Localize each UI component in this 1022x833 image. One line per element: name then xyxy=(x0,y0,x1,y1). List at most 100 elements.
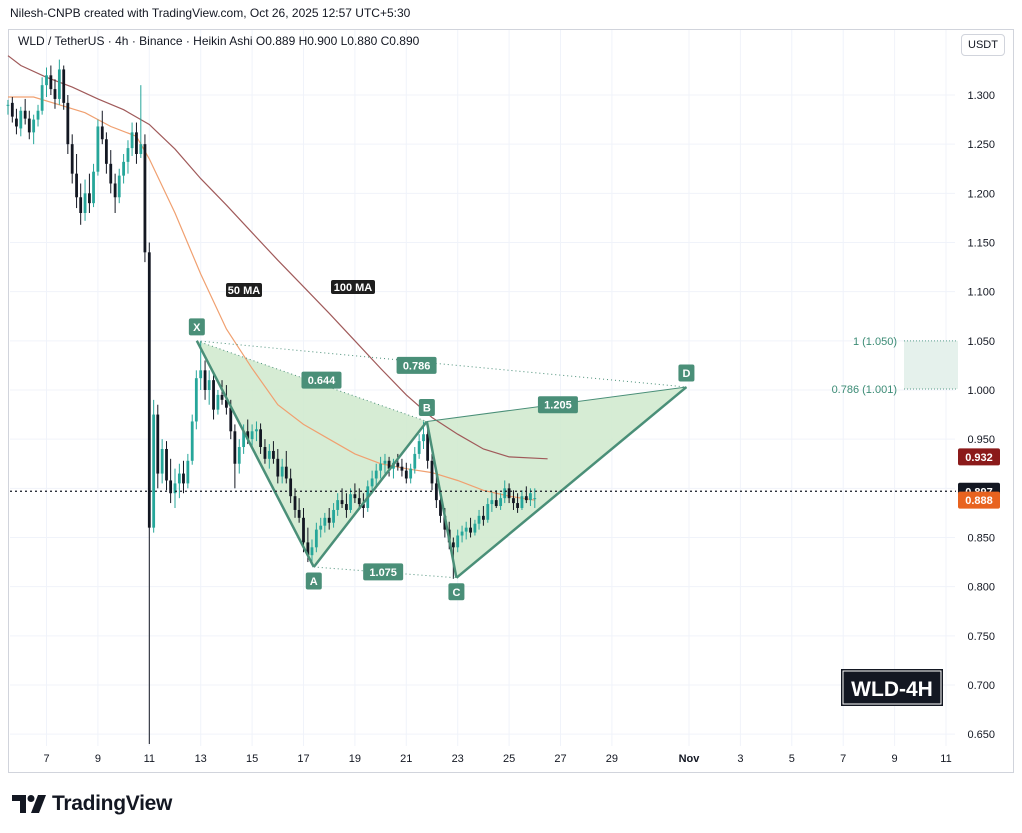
y-tick-label: 1.250 xyxy=(967,139,995,151)
candle-body xyxy=(23,110,27,119)
candle-body xyxy=(340,500,344,505)
price-axis-label: 0.888 xyxy=(958,491,1000,509)
candle-body xyxy=(32,119,36,133)
candle-body xyxy=(242,431,246,448)
label-layer: X A B C D 0.644 0.786 1.205 1.075 50 MA 100 MA 0.93… xyxy=(188,280,1000,706)
candle-body xyxy=(122,161,125,176)
currency-unit-button[interactable]: USDT xyxy=(961,34,1005,56)
x-tick-label: 17 xyxy=(297,753,309,765)
y-tick-label: 1.100 xyxy=(967,287,995,299)
candle-body xyxy=(524,496,528,501)
candle-body xyxy=(272,450,275,459)
candle-body xyxy=(139,144,143,154)
x-tick-label: 13 xyxy=(195,753,207,765)
pattern-leg xyxy=(455,386,688,579)
x-tick-label: 21 xyxy=(400,753,412,765)
candle-body xyxy=(499,498,503,507)
ma-label: 100 MA xyxy=(331,280,375,294)
candle-body xyxy=(45,75,48,86)
candle-body xyxy=(66,102,70,145)
y-tick-label: 1.050 xyxy=(967,336,995,348)
candle-body xyxy=(75,173,78,198)
candle-body xyxy=(190,421,194,461)
candle-body xyxy=(383,460,387,464)
candle-body xyxy=(490,500,494,505)
x-tick-label: 29 xyxy=(606,753,618,765)
fib-level-label: 1 (1.050) xyxy=(853,336,897,348)
candle-body xyxy=(79,197,83,213)
pattern-ratio-label-bg xyxy=(537,396,578,414)
pattern-point-label-bg xyxy=(448,583,465,601)
candle-body xyxy=(113,183,117,198)
candle-body xyxy=(417,441,421,454)
candle-body xyxy=(469,527,472,533)
candle-body xyxy=(349,494,352,510)
candle-body xyxy=(92,171,95,204)
chart-frame xyxy=(8,29,1014,773)
candle-body xyxy=(10,102,14,117)
candle-body xyxy=(284,466,288,479)
grid-layer xyxy=(10,30,955,746)
pattern-point-label: B xyxy=(418,398,435,416)
chart-title-border xyxy=(842,670,942,705)
candle-body xyxy=(314,529,318,548)
candle-body xyxy=(464,527,468,532)
candle-body xyxy=(229,407,233,432)
candle-body xyxy=(520,496,524,508)
candle-body xyxy=(135,132,138,154)
y-tick-label: 0.850 xyxy=(967,532,995,544)
candle-body xyxy=(203,370,207,390)
candle-body xyxy=(310,547,314,556)
pattern-point-label-bg xyxy=(188,318,205,336)
tradingview-logo-icon xyxy=(12,795,46,813)
pattern-ratio-label: 1.205 xyxy=(537,396,578,414)
candle-body xyxy=(357,498,361,505)
candle-body xyxy=(263,447,267,459)
candle-body xyxy=(267,450,271,459)
candle-body xyxy=(289,478,293,497)
candle-body xyxy=(246,431,250,440)
candle-body xyxy=(361,504,365,508)
pattern-point-label: A xyxy=(305,572,322,590)
x-tick-label: 3 xyxy=(737,753,743,765)
candle-body xyxy=(332,509,335,523)
fib-level-label: 0.786 (1.001) xyxy=(832,384,897,396)
ma-label-text: 100 MA xyxy=(334,282,373,294)
candle-body xyxy=(160,448,164,474)
candle-body xyxy=(486,504,490,520)
pattern-ratio-label-text: 1.205 xyxy=(544,400,572,412)
x-tick-label: 9 xyxy=(95,753,101,765)
candle-body xyxy=(233,431,237,464)
candle-body xyxy=(212,380,215,410)
candle-body xyxy=(126,148,130,162)
y-tick-label: 0.950 xyxy=(967,434,995,446)
candle-body xyxy=(177,473,181,484)
candle-body xyxy=(439,500,442,516)
candle-body xyxy=(152,414,156,528)
pattern-point-label-text: B xyxy=(423,402,431,414)
pattern-point-label: C xyxy=(448,583,465,601)
ratio-line-xb xyxy=(196,340,428,422)
x-tick-label: 15 xyxy=(246,753,258,765)
candle-body xyxy=(143,144,147,253)
price-axis-label-bg xyxy=(958,448,1000,466)
candle-body xyxy=(477,515,481,524)
pattern-ratio-label-bg xyxy=(363,563,404,581)
pattern-point-label-text: A xyxy=(310,576,318,588)
candle-body xyxy=(255,429,258,432)
candle-body xyxy=(169,480,173,494)
ma-label-text: 50 MA xyxy=(228,285,260,297)
candle-body xyxy=(36,110,40,120)
price-axis-label: 0.932 xyxy=(958,448,1000,466)
candle-body xyxy=(259,429,262,448)
pattern-ratio-label: 1.075 xyxy=(363,563,404,581)
pattern-point-label-text: D xyxy=(682,368,690,380)
pattern-ratio-label-text: 0.644 xyxy=(308,375,336,387)
candle-body xyxy=(422,434,425,442)
candle-body xyxy=(100,126,104,140)
brand-name: TradingView xyxy=(52,792,173,815)
price-axis-label-bg xyxy=(958,491,1000,509)
price-axis-label-text: 0.888 xyxy=(965,495,993,507)
x-tick-label: 25 xyxy=(503,753,515,765)
